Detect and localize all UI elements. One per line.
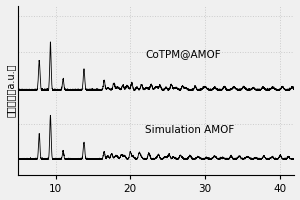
Text: Simulation AMOF: Simulation AMOF (145, 125, 234, 135)
Y-axis label: 衷射强度（a.u.）: 衷射强度（a.u.） (6, 64, 16, 117)
Text: CoTPM@AMOF: CoTPM@AMOF (145, 49, 221, 59)
